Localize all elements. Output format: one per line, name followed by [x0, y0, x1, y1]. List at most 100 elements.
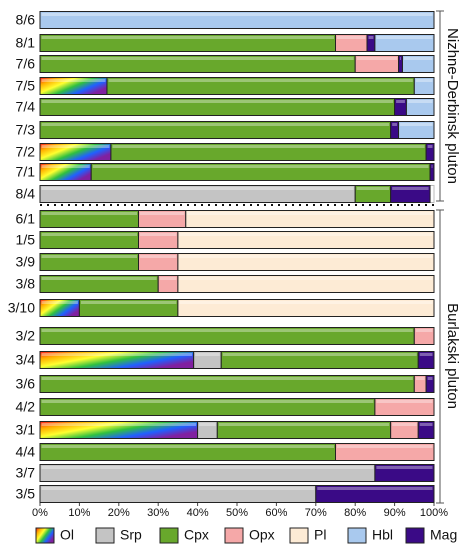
- bar-shine: [356, 57, 398, 60]
- category-label: 1/5: [16, 232, 36, 248]
- legend-label: Opx: [249, 527, 275, 543]
- group-label: Nizhne-Derbinsk pluton: [444, 28, 461, 184]
- bar-shine: [195, 353, 220, 356]
- bar-shine: [431, 165, 433, 168]
- bar-shine: [337, 445, 433, 448]
- category-label: 7/3: [16, 122, 36, 138]
- bar-segment: [425, 375, 435, 393]
- bar-segment: [39, 11, 435, 29]
- bar-shine: [427, 377, 433, 380]
- x-tick-label: 10%: [68, 507, 90, 519]
- category-label: 3/5: [16, 486, 36, 502]
- bar-shine: [392, 423, 417, 426]
- bar-shine: [179, 301, 433, 304]
- bar-shine: [199, 423, 216, 426]
- bar-segment: [417, 351, 435, 369]
- legend-swatch: [347, 527, 367, 544]
- bar-shine: [140, 255, 177, 258]
- category-label: 7/2: [16, 144, 36, 160]
- legend-swatch: [159, 527, 179, 544]
- bar-segment: [374, 398, 435, 416]
- bar-shine: [41, 423, 197, 426]
- category-label: 6/1: [16, 211, 36, 227]
- bar-shine: [392, 187, 429, 190]
- bar-shine: [41, 400, 374, 403]
- category-label: 4/2: [16, 399, 36, 415]
- bar-shine: [179, 233, 433, 236]
- bar-shine: [222, 353, 417, 356]
- bar-segment: [177, 275, 435, 293]
- bar-shine: [368, 36, 374, 39]
- bar-segment: [398, 121, 435, 139]
- bar-shine: [41, 277, 157, 280]
- legend-swatch: [289, 527, 309, 544]
- legend-label: Srp: [120, 527, 142, 543]
- x-tick-label: 70%: [305, 507, 327, 519]
- bar-segment: [177, 231, 435, 249]
- bar-shine: [400, 123, 433, 126]
- bar-shine: [92, 165, 429, 168]
- bar-shine: [80, 301, 177, 304]
- bar-shine: [112, 145, 425, 148]
- bar-shine: [41, 212, 137, 215]
- category-label: 3/7: [16, 465, 36, 481]
- x-tick-label: 60%: [265, 507, 287, 519]
- x-tick-label: 20%: [108, 507, 130, 519]
- category-label: 4/4: [16, 444, 36, 460]
- group-label: Burlakski pluton: [444, 303, 461, 409]
- bar-segment: [413, 327, 435, 345]
- bar-shine: [400, 57, 401, 60]
- bar-shine: [356, 187, 390, 190]
- bar-shine: [419, 423, 433, 426]
- bar-shine: [159, 277, 177, 280]
- bar-shine: [415, 329, 433, 332]
- bar-shine: [41, 123, 390, 126]
- legend-label: Hbl: [372, 527, 393, 543]
- bar-shine: [41, 353, 193, 356]
- bar-segment: [335, 443, 435, 461]
- category-label: 3/2: [16, 328, 36, 344]
- bar-shine: [140, 212, 185, 215]
- bar-segment: [405, 98, 435, 116]
- bar-segment: [390, 185, 431, 203]
- bar-shine: [41, 255, 137, 258]
- legend-label: Cpx: [184, 527, 209, 543]
- category-label: 3/8: [16, 276, 36, 292]
- category-label: 7/4: [16, 99, 36, 115]
- bar-segment: [429, 163, 435, 181]
- bar-shine: [41, 329, 413, 332]
- bar-shine: [41, 145, 110, 148]
- bar-shine: [376, 36, 433, 39]
- bar-shine: [427, 145, 433, 148]
- category-label: 3/9: [16, 254, 36, 270]
- bar-shine: [41, 445, 334, 448]
- bar-segment: [315, 485, 435, 503]
- group-bracket: [436, 10, 444, 504]
- bar-segment: [177, 253, 435, 271]
- bar-shine: [187, 212, 433, 215]
- x-tick-label: 40%: [187, 507, 209, 519]
- category-label: 3/4: [16, 352, 36, 368]
- category-label: 7/6: [16, 56, 36, 72]
- bar-shine: [41, 79, 106, 82]
- legend-label: Ol: [60, 527, 74, 543]
- bar-shine: [108, 79, 413, 82]
- x-tick-label: 0%: [32, 507, 48, 519]
- bar-shine: [415, 377, 425, 380]
- bar-shine: [419, 353, 433, 356]
- bar-shine: [41, 100, 394, 103]
- category-label: 3/6: [16, 376, 36, 392]
- bar-segment: [374, 34, 435, 52]
- legend-label: Mag: [430, 527, 457, 543]
- bar-segment: [177, 299, 435, 317]
- bar-segment: [185, 210, 435, 228]
- category-label: 8/6: [16, 12, 36, 28]
- bar-shine: [415, 79, 433, 82]
- bar-segment: [413, 77, 435, 95]
- category-label: 3/10: [8, 300, 35, 316]
- bar-shine: [41, 165, 90, 168]
- legend-swatch: [95, 527, 115, 544]
- bar-shine: [179, 255, 433, 258]
- x-tick-label: 50%: [226, 507, 248, 519]
- legend-swatch: [405, 527, 425, 544]
